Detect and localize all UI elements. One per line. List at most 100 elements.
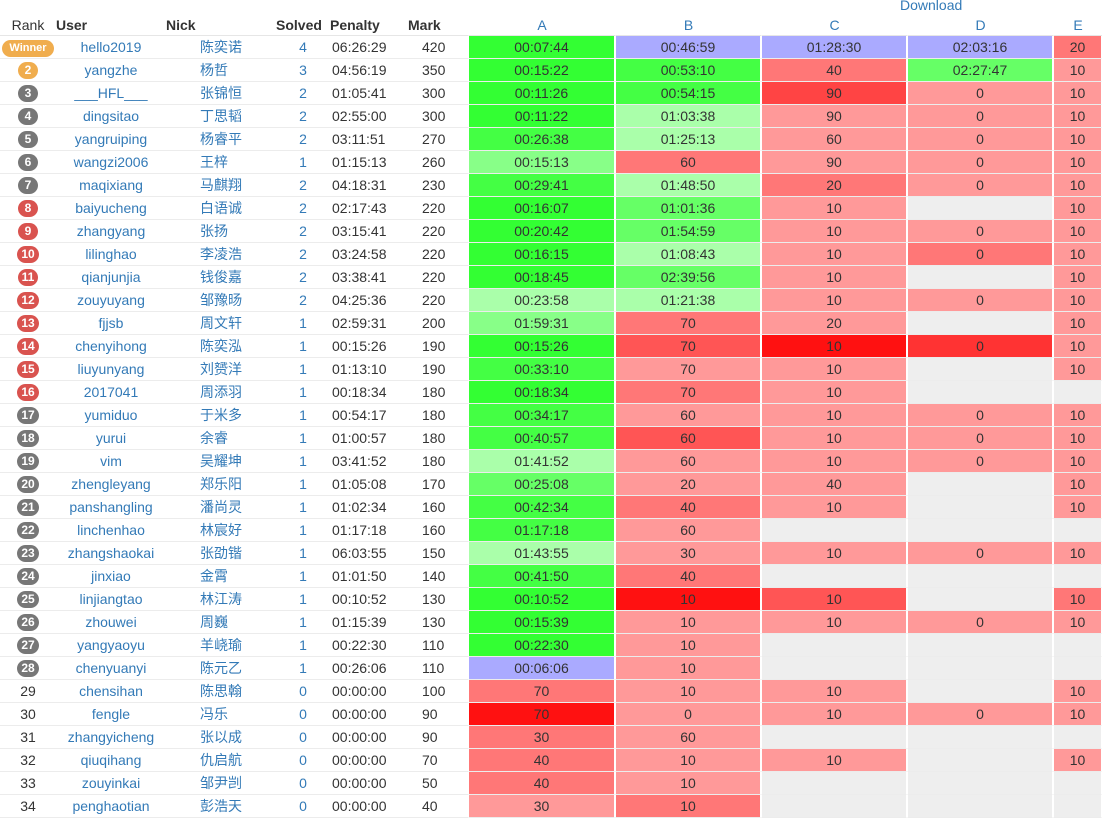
problem-status-cell[interactable] <box>907 749 1053 772</box>
user-link[interactable]: yurui <box>56 427 166 450</box>
user-link[interactable]: zhangshaokai <box>56 542 166 565</box>
problem-status-cell[interactable]: 60 <box>761 128 907 151</box>
problem-status-cell[interactable]: 20 <box>761 174 907 197</box>
nick-link[interactable]: 张劭锴 <box>166 542 276 565</box>
problem-status-cell[interactable]: 01:43:55 <box>468 542 615 565</box>
problem-status-cell[interactable]: 10 <box>761 542 907 565</box>
user-link[interactable]: zhangyicheng <box>56 726 166 749</box>
problem-status-cell[interactable]: 00:11:22 <box>468 105 615 128</box>
user-link[interactable]: maqixiang <box>56 174 166 197</box>
problem-status-cell[interactable]: 10 <box>761 404 907 427</box>
problem-status-cell[interactable]: 10 <box>1053 588 1102 611</box>
problem-status-cell[interactable]: 10 <box>1053 312 1102 335</box>
problem-status-cell[interactable] <box>907 772 1053 795</box>
problem-status-cell[interactable]: 0 <box>907 335 1053 358</box>
problem-status-cell[interactable] <box>907 312 1053 335</box>
solved-count[interactable]: 1 <box>276 588 330 611</box>
problem-status-cell[interactable]: 01:17:18 <box>468 519 615 542</box>
problem-status-cell[interactable] <box>761 795 907 818</box>
solved-count[interactable]: 1 <box>276 634 330 657</box>
problem-status-cell[interactable]: 00:18:34 <box>468 381 615 404</box>
problem-status-cell[interactable]: 00:26:38 <box>468 128 615 151</box>
solved-count[interactable]: 0 <box>276 680 330 703</box>
problem-status-cell[interactable]: 10 <box>1053 220 1102 243</box>
problem-status-cell[interactable] <box>907 588 1053 611</box>
problem-status-cell[interactable]: 70 <box>468 680 615 703</box>
problem-status-cell[interactable]: 70 <box>468 703 615 726</box>
problem-status-cell[interactable]: 00:10:52 <box>468 588 615 611</box>
problem-status-cell[interactable]: 70 <box>615 312 761 335</box>
nick-link[interactable]: 郑乐阳 <box>166 473 276 496</box>
problem-status-cell[interactable]: 00:42:34 <box>468 496 615 519</box>
problem-status-cell[interactable]: 60 <box>615 450 761 473</box>
problem-status-cell[interactable]: 30 <box>615 542 761 565</box>
solved-count[interactable]: 1 <box>276 542 330 565</box>
user-link[interactable]: fengle <box>56 703 166 726</box>
problem-status-cell[interactable]: 00:15:22 <box>468 59 615 82</box>
problem-status-cell[interactable]: 10 <box>761 611 907 634</box>
problem-status-cell[interactable]: 0 <box>907 611 1053 634</box>
problem-status-cell[interactable] <box>907 657 1053 680</box>
user-link[interactable]: zhangyang <box>56 220 166 243</box>
problem-status-cell[interactable]: 10 <box>761 427 907 450</box>
problem-status-cell[interactable]: 10 <box>615 657 761 680</box>
solved-count[interactable]: 2 <box>276 266 330 289</box>
problem-status-cell[interactable]: 10 <box>1053 473 1102 496</box>
nick-link[interactable]: 邹豫旸 <box>166 289 276 312</box>
problem-status-cell[interactable]: 0 <box>907 243 1053 266</box>
problem-status-cell[interactable]: 90 <box>761 151 907 174</box>
user-link[interactable]: wangzi2006 <box>56 151 166 174</box>
problem-status-cell[interactable]: 00:07:44 <box>468 36 615 59</box>
user-link[interactable]: lilinghao <box>56 243 166 266</box>
solved-count[interactable]: 1 <box>276 496 330 519</box>
nick-link[interactable]: 周文轩 <box>166 312 276 335</box>
problem-status-cell[interactable]: 01:08:43 <box>615 243 761 266</box>
header-problem-a[interactable]: A <box>468 14 615 36</box>
problem-status-cell[interactable] <box>761 657 907 680</box>
problem-status-cell[interactable] <box>907 266 1053 289</box>
problem-status-cell[interactable]: 0 <box>907 128 1053 151</box>
header-problem-b[interactable]: B <box>615 14 761 36</box>
problem-status-cell[interactable]: 10 <box>1053 611 1102 634</box>
problem-status-cell[interactable] <box>907 565 1053 588</box>
nick-link[interactable]: 张以成 <box>166 726 276 749</box>
nick-link[interactable]: 钱俊嘉 <box>166 266 276 289</box>
problem-status-cell[interactable]: 00:23:58 <box>468 289 615 312</box>
problem-status-cell[interactable]: 0 <box>615 703 761 726</box>
problem-status-cell[interactable]: 10 <box>1053 151 1102 174</box>
header-problem-c[interactable]: C <box>761 14 907 36</box>
solved-count[interactable]: 1 <box>276 565 330 588</box>
solved-count[interactable]: 1 <box>276 519 330 542</box>
problem-status-cell[interactable]: 10 <box>761 266 907 289</box>
nick-link[interactable]: 于米多 <box>166 404 276 427</box>
solved-count[interactable]: 2 <box>276 220 330 243</box>
problem-status-cell[interactable]: 10 <box>1053 105 1102 128</box>
problem-status-cell[interactable]: 10 <box>615 795 761 818</box>
problem-status-cell[interactable] <box>1053 381 1102 404</box>
problem-status-cell[interactable]: 00:54:15 <box>615 82 761 105</box>
header-problem-d[interactable]: D <box>907 14 1053 36</box>
solved-count[interactable]: 0 <box>276 772 330 795</box>
problem-status-cell[interactable]: 01:25:13 <box>615 128 761 151</box>
problem-status-cell[interactable]: 10 <box>761 588 907 611</box>
problem-status-cell[interactable]: 10 <box>1053 197 1102 220</box>
problem-status-cell[interactable]: 02:27:47 <box>907 59 1053 82</box>
problem-status-cell[interactable]: 00:20:42 <box>468 220 615 243</box>
user-link[interactable]: yangruiping <box>56 128 166 151</box>
solved-count[interactable]: 4 <box>276 36 330 59</box>
problem-status-cell[interactable]: 0 <box>907 82 1053 105</box>
nick-link[interactable]: 杨睿平 <box>166 128 276 151</box>
problem-status-cell[interactable]: 00:15:26 <box>468 335 615 358</box>
user-link[interactable]: zhouwei <box>56 611 166 634</box>
nick-link[interactable]: 丁思韬 <box>166 105 276 128</box>
problem-status-cell[interactable]: 0 <box>907 450 1053 473</box>
problem-status-cell[interactable] <box>907 496 1053 519</box>
problem-status-cell[interactable]: 0 <box>907 105 1053 128</box>
problem-status-cell[interactable]: 10 <box>761 358 907 381</box>
problem-status-cell[interactable]: 0 <box>907 404 1053 427</box>
problem-status-cell[interactable]: 02:39:56 <box>615 266 761 289</box>
problem-status-cell[interactable]: 10 <box>1053 680 1102 703</box>
solved-count[interactable]: 1 <box>276 404 330 427</box>
solved-count[interactable]: 1 <box>276 381 330 404</box>
nick-link[interactable]: 金霄 <box>166 565 276 588</box>
